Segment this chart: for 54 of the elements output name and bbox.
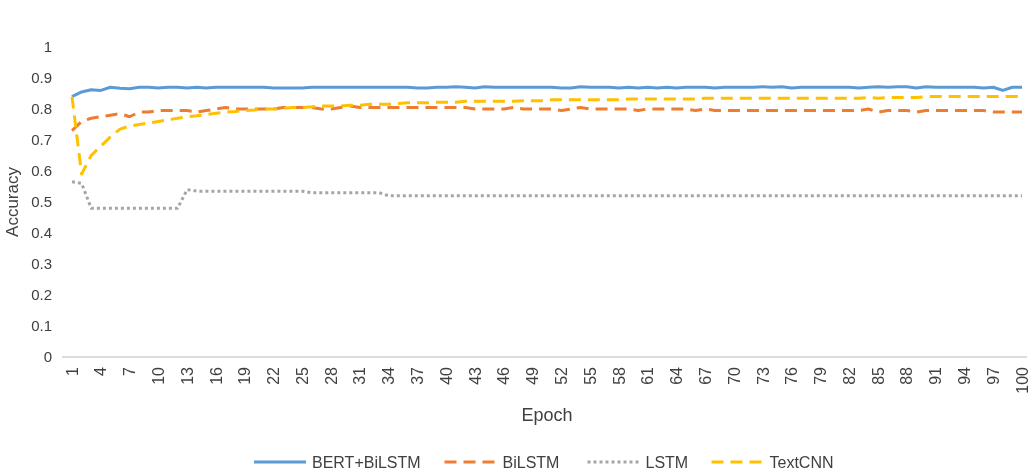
y-tick-label: 0.6 (31, 162, 52, 180)
x-tick-label: 64 (668, 366, 686, 385)
x-tick-label: 46 (495, 366, 513, 385)
x-tick-label: 82 (840, 366, 858, 385)
x-tick-label: 91 (927, 366, 945, 385)
y-tick-label: 0.4 (31, 224, 52, 242)
legend-label: BiLSTM (502, 453, 560, 471)
x-tick-label: 31 (351, 366, 369, 385)
line-series (70, 180, 1024, 210)
x-tick-label: 94 (956, 366, 974, 385)
x-tick-label: 67 (696, 366, 714, 385)
x-tick-label: 37 (409, 366, 427, 385)
y-tick-label: 0.7 (31, 131, 52, 149)
y-tick-label: 0.2 (31, 286, 52, 304)
x-tick-label: 34 (380, 366, 398, 385)
y-tick-label: 0.1 (31, 317, 52, 335)
x-tick-label: 43 (466, 366, 484, 385)
x-axis-title: Epoch (521, 405, 573, 425)
x-tick-label: 1 (63, 366, 81, 376)
x-tick-label: 85 (869, 366, 887, 385)
x-tick-label: 28 (322, 366, 340, 385)
y-tick-label: 0.9 (31, 69, 52, 87)
y-tick-label: 1 (43, 38, 52, 56)
y-tick-label: 0 (43, 348, 52, 366)
x-tick-label: 25 (293, 366, 311, 385)
x-tick-label: 52 (552, 366, 570, 385)
x-tick-label: 55 (581, 366, 599, 385)
x-tick-label: 16 (207, 366, 225, 385)
x-tick-label: 73 (754, 366, 772, 385)
y-tick-label: 0.5 (31, 193, 52, 211)
x-tick-label: 97 (984, 366, 1002, 385)
legend-label: TextCNN (769, 453, 834, 471)
y-axis-title: Accuracy (3, 166, 22, 237)
x-tick-label: 10 (149, 366, 167, 385)
x-tick-label: 19 (236, 366, 254, 385)
legend-label: BERT+BiLSTM (312, 453, 421, 471)
x-tick-label: 13 (178, 366, 196, 385)
x-tick-label: 100 (1013, 366, 1031, 394)
x-tick-label: 70 (725, 366, 743, 385)
x-tick-label: 49 (524, 366, 542, 385)
x-tick-label: 61 (639, 366, 657, 385)
x-tick-label: 79 (812, 366, 830, 385)
line-series (70, 85, 1024, 99)
line-series (70, 104, 1024, 133)
legend-label: LSTM (645, 453, 689, 471)
x-tick-label: 4 (92, 366, 110, 376)
x-tick-label: 76 (783, 366, 801, 385)
x-tick-label: 58 (610, 366, 628, 385)
x-tick-label: 88 (898, 366, 916, 385)
y-tick-label: 0.8 (31, 100, 52, 118)
x-tick-label: 7 (121, 366, 139, 376)
x-tick-label: 40 (437, 366, 455, 385)
x-tick-label: 22 (265, 366, 283, 385)
y-tick-label: 0.3 (31, 255, 52, 273)
